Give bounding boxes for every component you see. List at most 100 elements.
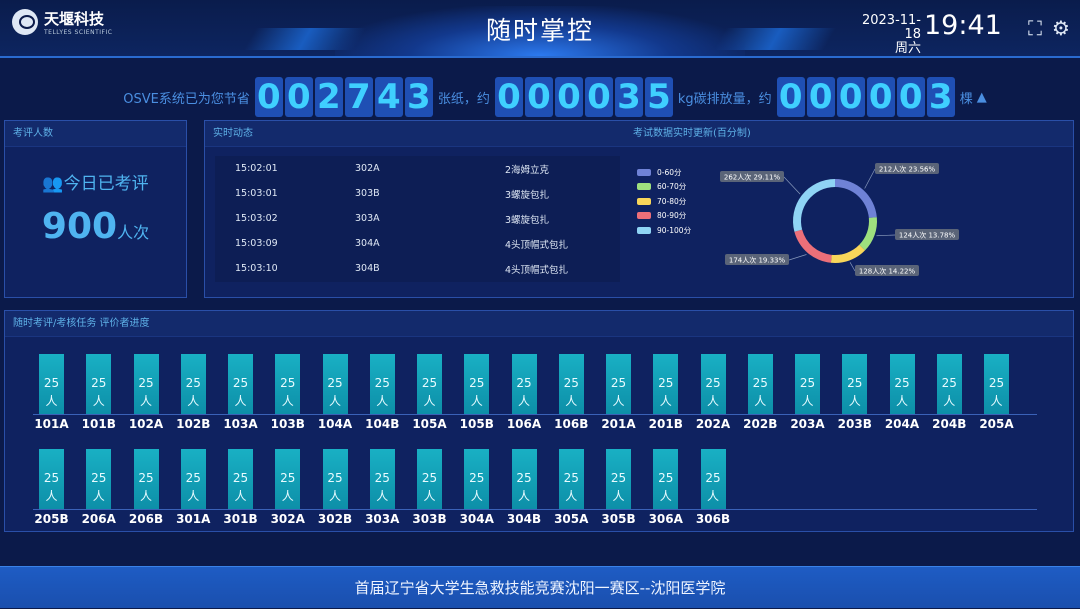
legend-item[interactable]: 70-80分 — [637, 194, 691, 209]
legend-item[interactable]: 90-100分 — [637, 223, 691, 238]
progress-bar[interactable]: 25 人 — [322, 449, 348, 509]
gear-icon[interactable]: ⚙ — [1052, 16, 1070, 40]
station-label: 203A — [790, 417, 825, 431]
station-label: 205A — [979, 417, 1014, 431]
legend-item[interactable]: 0-60分 — [637, 165, 691, 180]
progress-bar[interactable]: 25 人 — [417, 354, 442, 414]
progress-bar[interactable]: 25 人 — [180, 449, 206, 509]
progress-bar[interactable]: 25 人 — [228, 449, 253, 509]
data-label-bg — [875, 163, 939, 174]
bar-unit: 人 — [281, 489, 294, 503]
feed-station: 302A — [355, 163, 380, 174]
progress-bar[interactable]: 25 人 — [464, 449, 490, 509]
data-label: 124人次 13.78% — [899, 231, 956, 240]
progress-bar[interactable]: 25 人 — [39, 354, 64, 414]
progress-bar[interactable]: 25 人 — [747, 354, 773, 414]
station-label: 204B — [932, 417, 967, 431]
examinee-panel: 考评人数 👥今日已考评 900人次 — [4, 120, 187, 298]
progress-bar[interactable]: 25 人 — [653, 449, 679, 509]
progress-bar[interactable]: 25 人 — [275, 449, 301, 509]
examinee-count: 900人次 — [5, 206, 186, 247]
progress-bar[interactable]: 25 人 — [369, 354, 395, 414]
bar-value: 25 — [185, 376, 201, 390]
donut-slice[interactable] — [835, 179, 877, 218]
progress-bar[interactable]: 25 人 — [86, 354, 112, 414]
progress-bar[interactable]: 25 人 — [606, 354, 631, 414]
counter-digit: 7 — [344, 77, 373, 117]
progress-bar[interactable]: 25 人 — [984, 354, 1009, 414]
logo: 天堰科技 TELLYES SCIENTIFIC — [12, 8, 112, 36]
baseline — [33, 414, 1037, 415]
progress-bar[interactable]: 25 人 — [511, 449, 537, 509]
feed-station: 303B — [355, 188, 380, 199]
progress-bar[interactable]: 25 人 — [558, 354, 584, 414]
station-label: 306B — [695, 512, 731, 526]
legend-swatch — [637, 168, 651, 176]
bar-unit: 人 — [801, 394, 814, 408]
station-label: 105B — [459, 417, 494, 431]
bar-unit: 人 — [706, 394, 719, 408]
bar-unit: 人 — [187, 489, 200, 503]
station-label: 202A — [695, 417, 731, 431]
progress-bar[interactable]: 25 人 — [558, 449, 584, 509]
data-label: 212人次 23.56% — [879, 165, 936, 174]
progress-bar[interactable]: 25 人 — [795, 354, 820, 414]
bar-unit: 人 — [517, 489, 530, 503]
progress-bar[interactable]: 25 人 — [228, 354, 253, 414]
panel-title: 随时考评/考核任务 评价者进度 — [5, 311, 1073, 337]
carbon-unit: kg碳排放量，约 — [677, 91, 772, 107]
bar-value: 25 — [658, 471, 674, 485]
progress-bar[interactable]: 25 人 — [369, 449, 395, 509]
progress-bar[interactable]: 25 人 — [133, 449, 159, 509]
progress-bar[interactable]: 25 人 — [322, 354, 348, 414]
progress-bar[interactable]: 25 人 — [511, 354, 537, 414]
progress-bar[interactable]: 25 人 — [889, 354, 915, 414]
bar-value: 25 — [705, 471, 721, 485]
bar-value: 25 — [610, 471, 627, 485]
progress-panel: 随时考评/考核任务 评价者进度 25 人 101A 25 人 101B 25 人 102A 25 人… — [4, 310, 1074, 532]
progress-bar[interactable]: 25 人 — [700, 449, 726, 509]
progress-bar[interactable]: 25 人 — [700, 354, 726, 414]
count-unit: 人次 — [117, 223, 150, 242]
feed-time: 15:02:01 — [235, 163, 278, 174]
donut-slice[interactable] — [794, 229, 832, 263]
bar-value: 25 — [847, 376, 863, 390]
feed-row: 15:03:02 303A 3螺旋包扎 — [215, 206, 620, 231]
logo-sub: TELLYES SCIENTIFIC — [44, 29, 113, 36]
progress-bar[interactable]: 25 人 — [417, 449, 442, 509]
progress-bar[interactable]: 25 人 — [133, 354, 159, 414]
progress-bar[interactable]: 25 人 — [39, 449, 64, 509]
bar-value: 25 — [752, 376, 768, 390]
bar-value: 25 — [469, 376, 485, 390]
feed-task: 4头顶帽式包扎 — [505, 239, 569, 251]
legend-item[interactable]: 60-70分 — [637, 180, 691, 195]
progress-bar[interactable]: 25 人 — [464, 354, 490, 414]
donut-slice[interactable] — [830, 244, 866, 263]
progress-bar[interactable]: 25 人 — [275, 354, 301, 414]
exit-fullscreen-icon[interactable]: ⛶ — [1028, 16, 1042, 40]
bar-unit: 人 — [139, 489, 152, 503]
progress-bar[interactable]: 25 人 — [180, 354, 206, 414]
data-label-bg — [895, 229, 959, 240]
station-label: 305A — [554, 512, 589, 526]
progress-bar[interactable]: 25 人 — [842, 354, 868, 414]
donut-slice[interactable] — [859, 217, 877, 251]
title-area: 随时掌控 — [335, 6, 745, 56]
bar-value: 25 — [421, 471, 438, 485]
progress-bar[interactable]: 25 人 — [86, 449, 112, 509]
bar-value: 25 — [327, 471, 343, 485]
progress-bar[interactable]: 25 人 — [936, 354, 962, 414]
station-label: 103B — [270, 417, 305, 431]
progress-bar[interactable]: 25 人 — [653, 354, 679, 414]
progress-bar[interactable]: 25 人 — [606, 449, 631, 509]
label-leader — [849, 262, 856, 272]
paper-unit: 张纸，约 — [437, 91, 490, 107]
bar-unit: 人 — [612, 489, 625, 503]
header: 天堰科技 TELLYES SCIENTIFIC 随时掌控 2023-11-18 周六… — [0, 0, 1080, 58]
legend-item[interactable]: 80-90分 — [637, 209, 691, 224]
donut-slice[interactable] — [793, 179, 835, 232]
feed-task: 4头顶帽式包扎 — [505, 264, 569, 276]
station-label: 304B — [506, 512, 542, 526]
bar-unit: 人 — [612, 394, 625, 408]
